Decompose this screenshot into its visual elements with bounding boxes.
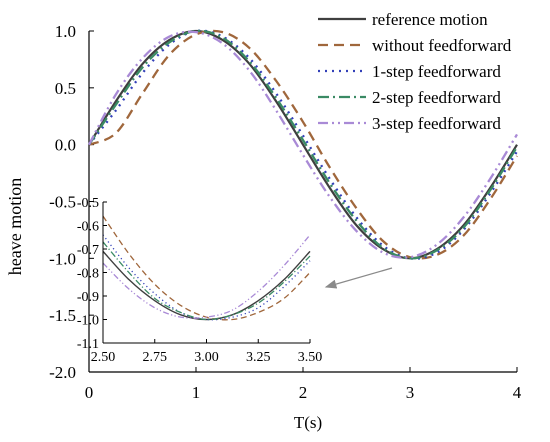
zoom-arrow [324, 267, 393, 289]
y-tick-label: 1.0 [55, 22, 76, 41]
legend-label: 2-step feedforward [372, 88, 501, 107]
series-line [88, 29, 518, 260]
inset-y-tick-label: -0.9 [77, 290, 99, 305]
inset-series-line [102, 234, 311, 319]
x-tick-label: 0 [85, 383, 94, 402]
y-tick-label: -1.0 [49, 249, 76, 268]
series-line [88, 29, 518, 260]
inset-x-tick-label: 2.75 [143, 350, 168, 365]
inset-y-tick-label: -0.8 [77, 267, 99, 282]
inset-x-tick-label: 3.00 [194, 350, 219, 365]
legend: reference motion without feedforward 1-ste… [318, 10, 512, 133]
y-axis-label: heave motion [5, 178, 25, 275]
x-tick-label: 3 [406, 383, 415, 402]
legend-label: reference motion [372, 10, 488, 29]
inset-y-tick-label: -1.0 [77, 314, 99, 329]
inset-x-tick-label: 3.50 [298, 350, 323, 365]
main-plot: 0 1 2 3 41.00.50.0-0.5-1.0-1.5-2.0T(s)heave … [5, 22, 522, 432]
legend-label: 3-step feedforward [372, 114, 501, 133]
inset-y-tick-label: -0.7 [77, 243, 99, 258]
legend-label: 1-step feedforward [372, 62, 501, 81]
x-tick-label: 1 [192, 383, 201, 402]
series-line [88, 29, 518, 260]
legend-label: without feedforward [372, 36, 512, 55]
inset-y-tick-label: -1.1 [77, 337, 99, 352]
y-tick-label: -0.5 [49, 193, 76, 212]
series-line [87, 30, 518, 259]
inset-series-line [102, 250, 311, 321]
x-tick-label: 2 [299, 383, 308, 402]
inset-y-tick-label: -0.5 [77, 196, 99, 211]
inset-x-tick-label: 3.25 [246, 350, 271, 365]
inset-y-tick-label: -0.6 [77, 220, 99, 235]
y-tick-label: 0.5 [55, 79, 76, 98]
inset-x-tick-label: 2.50 [91, 350, 116, 365]
inset-background [103, 202, 310, 343]
x-tick-label: 4 [513, 383, 522, 402]
inset-series-line [102, 234, 311, 321]
inset-plot: 2.50 2.75 3.00 3.25 3.50 -0.5 -0.6 -0.7 -0.8 -0.9… [77, 196, 322, 365]
y-tick-label: -1.5 [49, 306, 76, 325]
y-tick-label: -2.0 [49, 363, 76, 382]
inset-series-line [102, 241, 311, 321]
series-line [88, 29, 518, 260]
y-tick-label: 0.0 [55, 136, 76, 155]
x-axis-label: T(s) [294, 413, 322, 432]
